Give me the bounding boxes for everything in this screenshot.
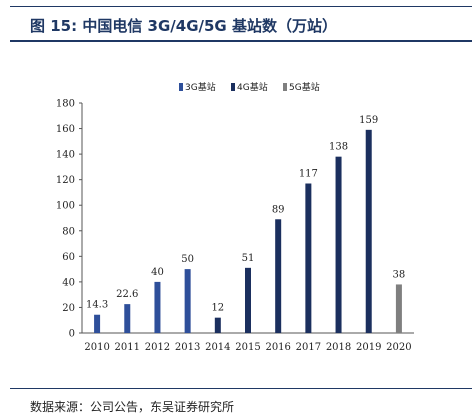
legend-swatch (283, 83, 287, 91)
bar (94, 314, 101, 333)
bar-chart: 0 20 40 60 80 100 120 140 160 180 2010 2011 2012 2013… (56, 81, 414, 353)
legend-swatch (231, 83, 235, 91)
bottom-rule (10, 388, 472, 389)
source-note: 数据来源：公司公告，东吴证券研究所 (30, 400, 235, 414)
y-tick-label: 40 (62, 277, 75, 288)
title-rule (10, 40, 472, 42)
y-tick-label: 0 (69, 329, 75, 340)
x-tick-label: 2014 (205, 342, 230, 353)
bar (214, 317, 221, 333)
bar (124, 304, 131, 333)
bar (395, 284, 402, 333)
y-tick-label: 180 (56, 99, 75, 110)
legend-label: 4G基站 (237, 81, 268, 93)
y-tick-label: 20 (62, 303, 75, 314)
x-tick-label: 2017 (296, 342, 321, 353)
bar (335, 156, 342, 333)
data-label: 138 (329, 142, 348, 153)
legend-swatch (179, 83, 183, 91)
bar (154, 281, 161, 333)
data-label: 117 (299, 169, 318, 180)
y-tick-label: 80 (62, 226, 75, 237)
data-label: 50 (181, 254, 194, 265)
y-tick-label: 100 (56, 201, 75, 212)
figure-title: 图 15: 中国电信 3G/4G/5G 基站数（万站） (30, 17, 337, 35)
bar (245, 267, 251, 333)
x-tick-label: 2020 (386, 342, 411, 353)
x-tick-label: 2018 (326, 342, 351, 353)
data-label: 38 (393, 269, 406, 280)
data-label: 51 (242, 253, 255, 264)
x-tick-label: 2011 (115, 342, 140, 353)
legend-label: 3G基站 (185, 81, 216, 93)
y-tick-label: 120 (56, 175, 75, 186)
data-label: 14.3 (86, 300, 108, 311)
x-tick-label: 2019 (356, 342, 381, 353)
y-tick-label: 140 (56, 150, 75, 161)
legend-label: 5G基站 (289, 81, 320, 93)
top-rule (10, 6, 472, 7)
x-tick-label: 2013 (175, 342, 200, 353)
x-tick-label: 2016 (265, 342, 290, 353)
y-tick-label: 160 (56, 124, 75, 135)
data-label: 12 (211, 303, 224, 314)
data-label: 89 (272, 204, 285, 215)
data-label: 22.6 (116, 289, 138, 300)
x-tick-label: 2015 (235, 342, 260, 353)
y-tick-label: 60 (62, 252, 75, 263)
x-tick-label: 2012 (145, 342, 170, 353)
bar (184, 269, 191, 333)
x-tick-label: 2010 (84, 342, 109, 353)
bar (365, 129, 372, 333)
data-label: 40 (151, 267, 164, 278)
data-label: 159 (359, 115, 378, 126)
bar (275, 219, 282, 333)
bar (305, 183, 312, 333)
